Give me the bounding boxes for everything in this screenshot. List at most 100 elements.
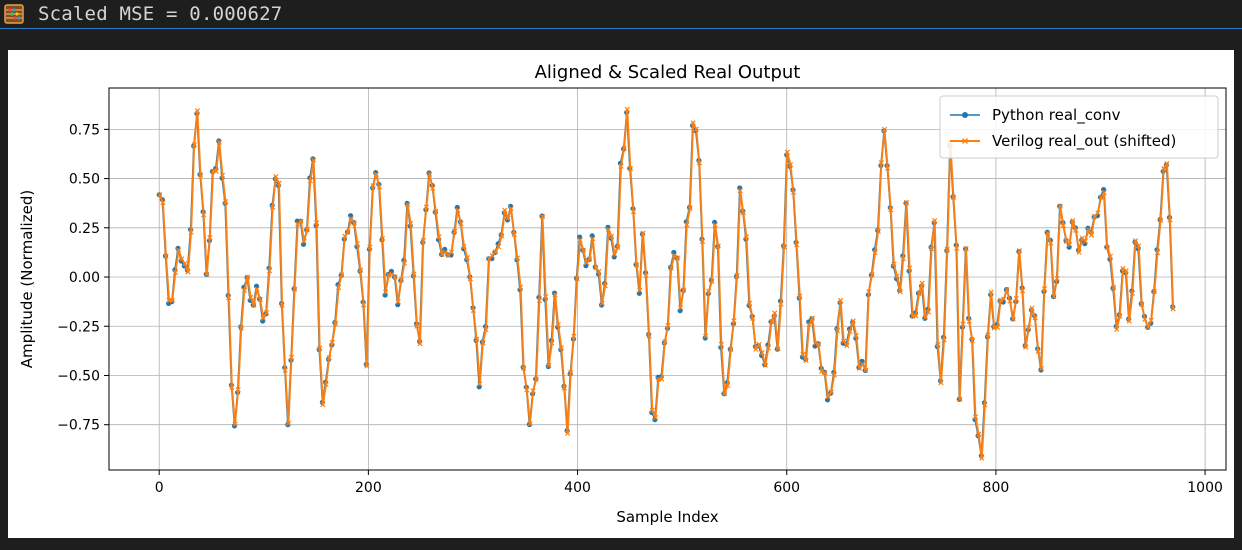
verilog-point [985, 332, 991, 338]
verilog-point [831, 372, 837, 378]
y-tick-label: 0.00 [69, 270, 100, 286]
verilog-point [1004, 287, 1010, 293]
verilog-point [950, 194, 957, 201]
verilog-point [677, 305, 684, 311]
verilog-point [219, 172, 226, 178]
x-tick-label: 400 [564, 480, 591, 496]
verilog-point [640, 230, 646, 236]
verilog-point [841, 338, 847, 344]
verilog-point [944, 246, 950, 252]
verilog-point [1170, 306, 1176, 312]
verilog-point [464, 254, 470, 261]
verilog-point [941, 337, 947, 343]
verilog-point [298, 218, 304, 224]
verilog-point [972, 414, 979, 420]
verilog-point [430, 185, 436, 191]
verilog-point [458, 220, 464, 227]
verilog-point [201, 212, 207, 218]
axes-frame [108, 87, 1227, 471]
verilog-point [1167, 217, 1173, 223]
abacus-icon [4, 4, 24, 24]
verilog-point [511, 231, 517, 238]
verilog-point [725, 382, 731, 389]
verilog-point [1057, 203, 1063, 209]
verilog-point [900, 256, 906, 262]
verilog-point [1110, 284, 1117, 291]
verilog-point [699, 238, 706, 244]
verilog-point [753, 346, 759, 352]
verilog-point [179, 256, 185, 262]
plot-panel: 0 200 400 600 800 1000 −0.75 −0.50 −0.25 0.00 0.25… [8, 50, 1234, 538]
y-tick-label: 0.75 [69, 122, 100, 138]
y-axis-label: Amplitude (Normalized) [18, 190, 36, 368]
verilog-point [872, 250, 878, 256]
verilog-point [310, 157, 317, 163]
verilog-point [703, 333, 709, 339]
verilog-point [495, 244, 502, 250]
verilog-point [891, 261, 897, 267]
verilog-point [480, 340, 486, 346]
verilog-point [521, 365, 527, 371]
verilog-point [408, 220, 414, 226]
verilog-point [781, 244, 787, 250]
verilog-point [659, 376, 665, 382]
y-tick-label: −0.50 [57, 368, 100, 384]
verilog-point [888, 207, 894, 213]
verilog-point [1019, 288, 1026, 294]
verilog-point [514, 255, 521, 261]
verilog-point [612, 251, 618, 258]
verilog-point [266, 268, 273, 274]
verilog-point [881, 126, 888, 133]
verilog-point [1073, 227, 1079, 233]
verilog-point [605, 226, 612, 233]
verilog-point [608, 233, 615, 239]
verilog-point [213, 168, 219, 174]
verilog-point [508, 205, 514, 212]
verilog-point [222, 198, 229, 205]
verilog-point [746, 300, 753, 306]
verilog-point [596, 268, 602, 274]
verilog-point [436, 234, 442, 240]
verilog-point [668, 265, 674, 271]
verilog-point [979, 455, 985, 461]
verilog-point [837, 297, 844, 304]
verilog-point [285, 420, 291, 427]
x-axis-label: Sample Index [616, 508, 718, 526]
tick-labels: 0 200 400 600 800 1000 −0.75 −0.50 −0.25 0.00 0.25… [57, 122, 1223, 496]
verilog-point [866, 289, 872, 295]
verilog-point [1154, 250, 1161, 256]
verilog-point [339, 272, 345, 278]
verilog-point [270, 204, 276, 210]
verilog-point [806, 322, 812, 328]
verilog-point [590, 236, 596, 242]
verilog-point [376, 184, 382, 190]
verilog-point [646, 333, 652, 339]
verilog-point [928, 246, 935, 252]
verilog-point [1158, 217, 1164, 224]
x-tick-label: 200 [355, 480, 382, 496]
y-tick-label: −0.25 [57, 319, 100, 335]
verilog-point [499, 233, 505, 239]
verilog-point [834, 327, 841, 334]
verilog-point [373, 171, 379, 178]
verilog-point [577, 237, 583, 243]
verilog-point [850, 318, 856, 324]
verilog-point [586, 256, 593, 262]
verilog-point [938, 380, 944, 386]
verilog-point [502, 207, 508, 213]
verilog-point [743, 234, 750, 240]
verilog-point [326, 354, 332, 361]
verilog-point [1126, 318, 1132, 324]
verilog-point [847, 328, 853, 335]
verilog-point [383, 289, 389, 295]
verilog-point [903, 199, 910, 206]
verilog-point [1120, 265, 1126, 272]
verilog-point [169, 297, 175, 304]
verilog-point [1161, 165, 1167, 172]
verilog-point [335, 284, 342, 291]
verilog-point [994, 324, 1001, 330]
y-tick-label: −0.75 [57, 418, 100, 434]
verilog-point [859, 361, 866, 367]
verilog-point [1082, 238, 1088, 244]
verilog-point [477, 381, 483, 387]
